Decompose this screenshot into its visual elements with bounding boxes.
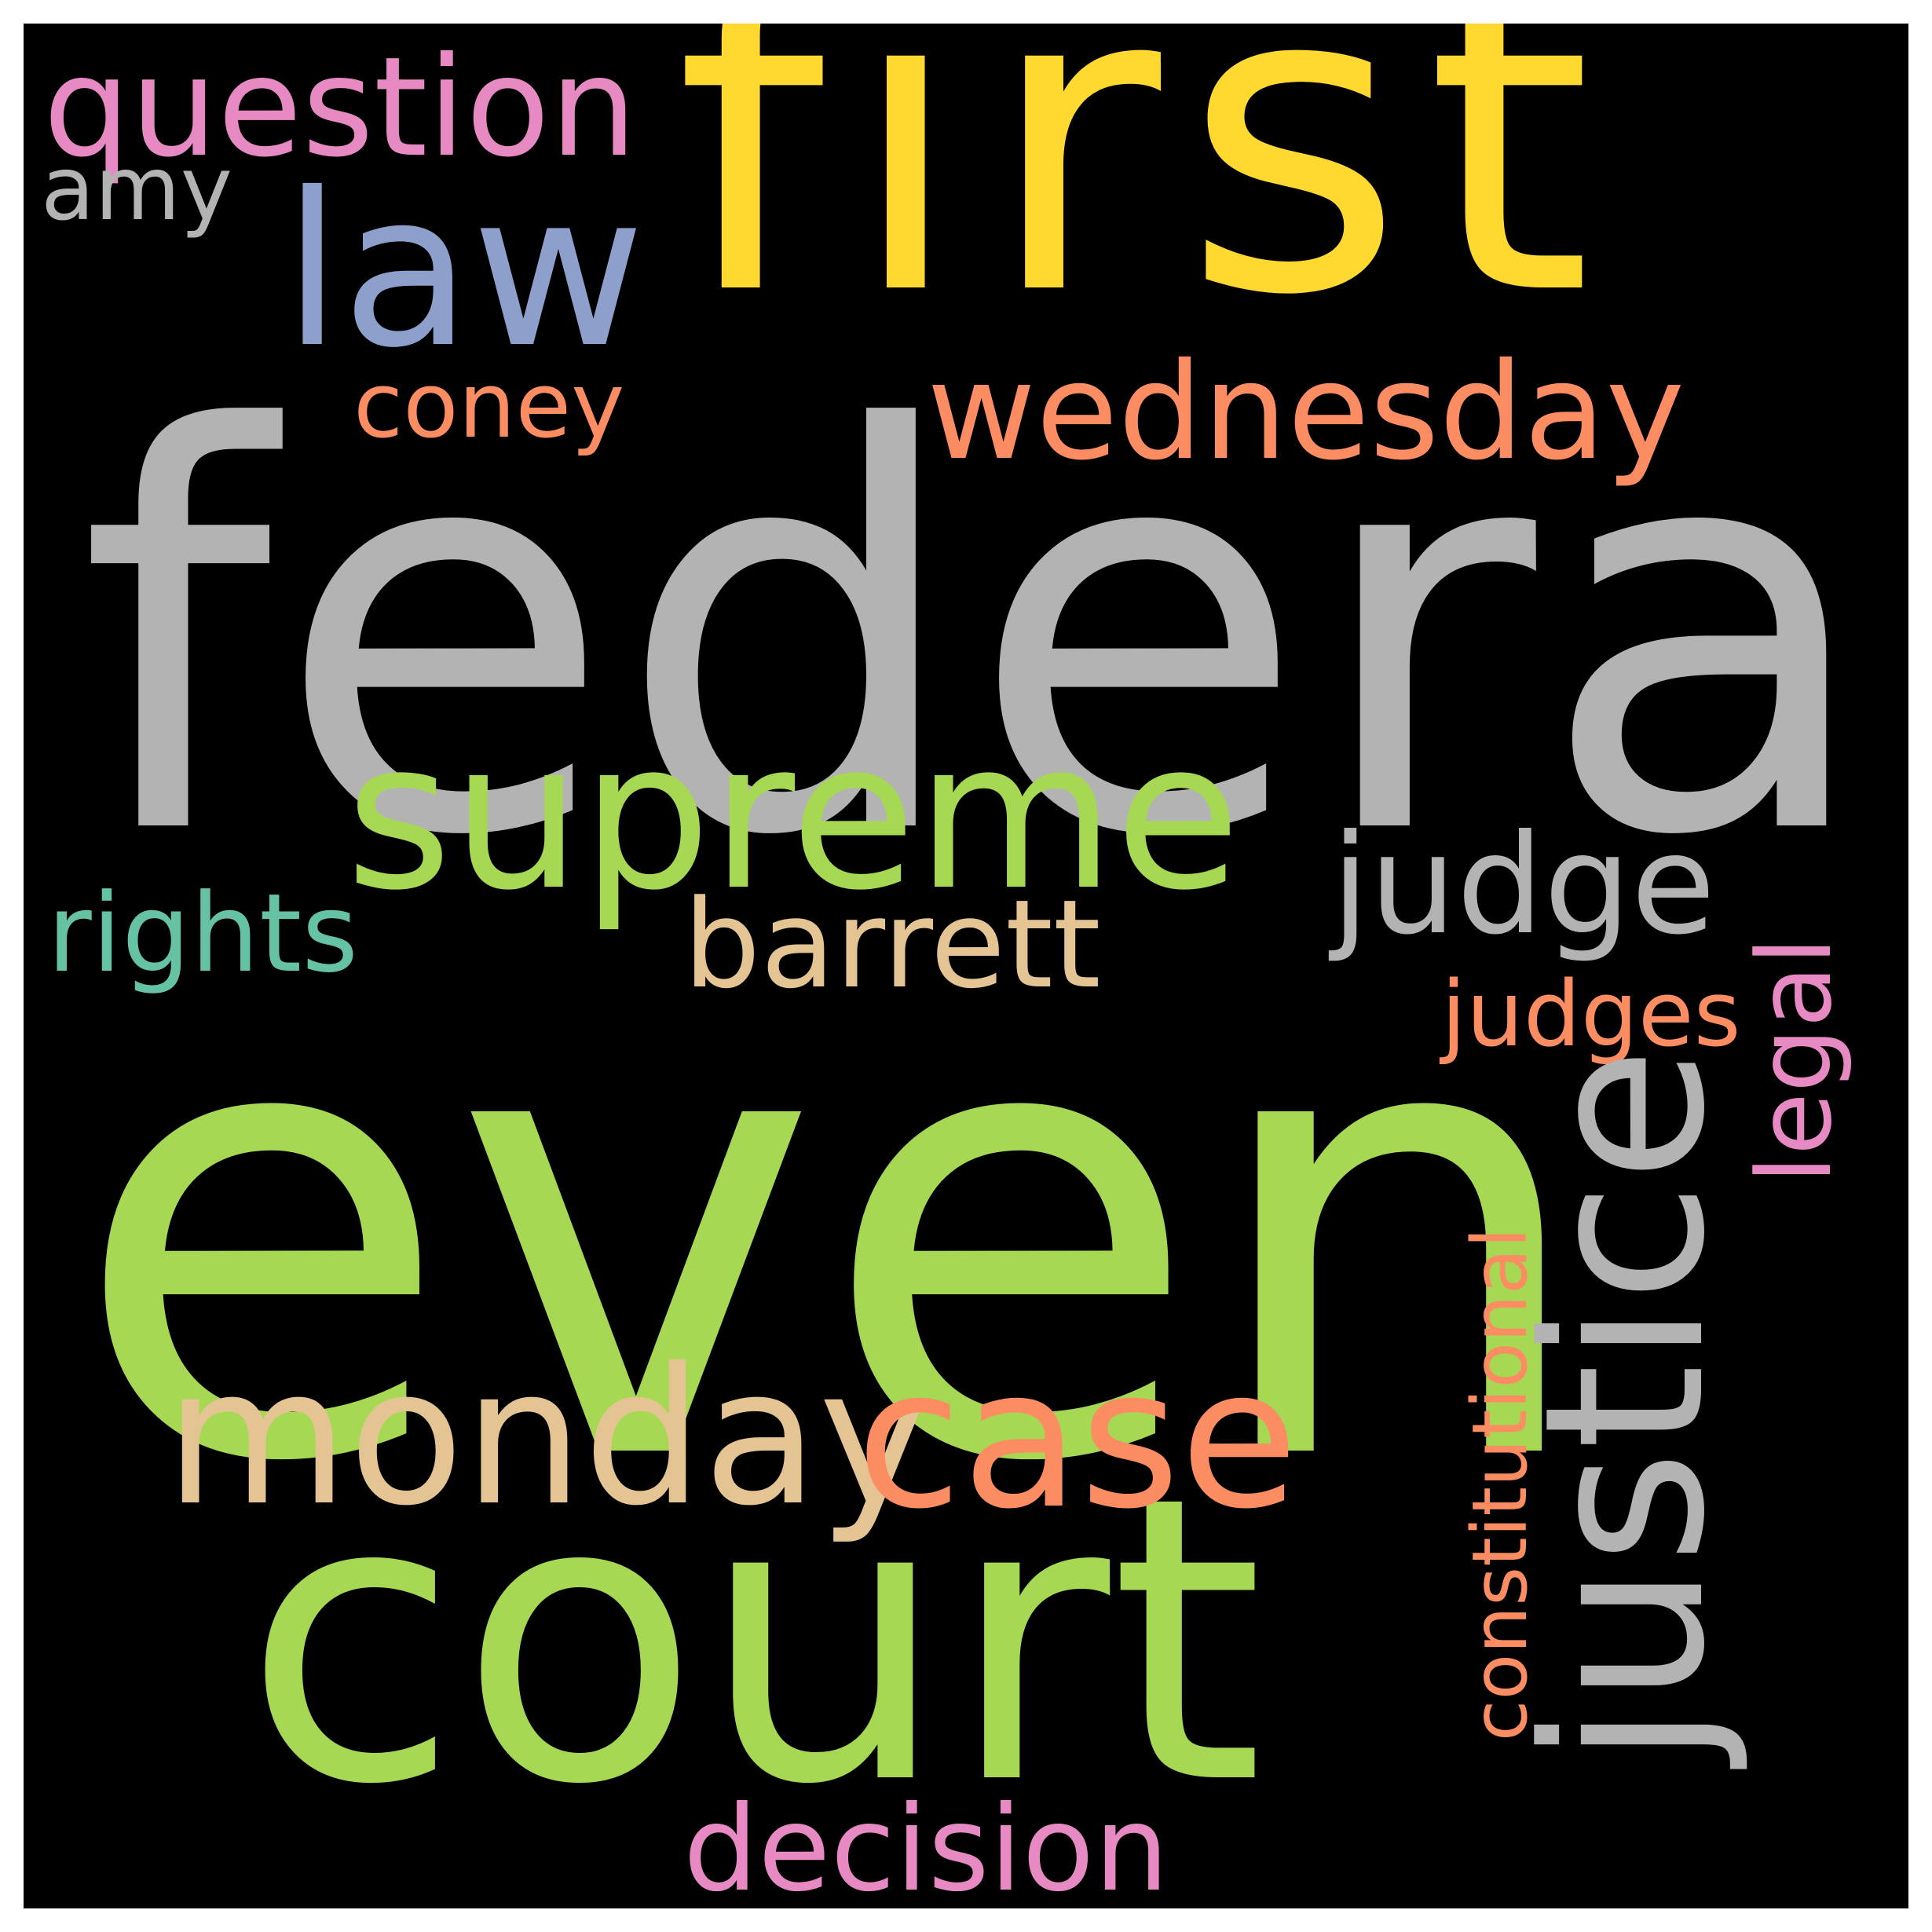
word-supreme: supreme — [346, 698, 1241, 935]
word-law: law — [283, 147, 646, 394]
word-rights: rights — [47, 870, 359, 997]
word-question: question — [43, 28, 638, 188]
word-wednesday: wednesday — [927, 335, 1685, 490]
word-barrett: barrett — [683, 873, 1101, 1015]
word-cloud: federal even court first law question am… — [24, 24, 1908, 1908]
word-federal: federal — [79, 316, 1908, 956]
word-justice: justice — [1498, 1046, 1754, 1766]
word-case: case — [856, 1327, 1299, 1551]
word-constitutional: constitutional — [1456, 1227, 1544, 1742]
word-amy: amy — [41, 138, 233, 240]
word-coney: coney — [353, 353, 625, 459]
word-decision: decision — [683, 1781, 1169, 1908]
word-legal: legal — [1735, 936, 1854, 1184]
word-judges: judges — [1441, 962, 1741, 1067]
word-court: court — [243, 1413, 1264, 1870]
word-even: even — [71, 876, 1595, 1597]
word-first: first — [675, 24, 1615, 388]
word-monday: monday — [165, 1327, 931, 1547]
word-judge: judge — [1331, 806, 1716, 965]
